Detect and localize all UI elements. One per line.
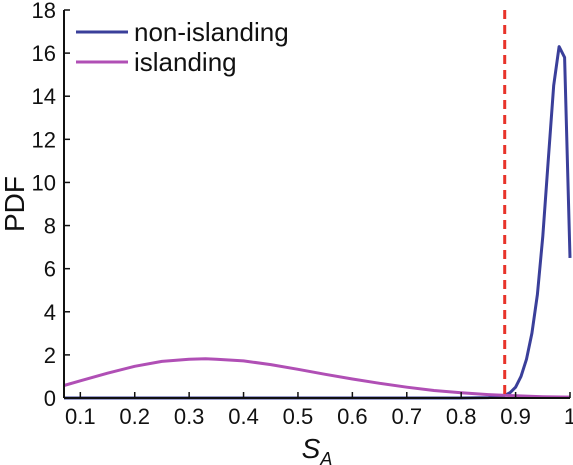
x-tick-label: 0.3 [174, 404, 205, 429]
y-tick-label: 4 [44, 300, 56, 325]
x-ticks: 0.1 0.2 0.3 0.4 0.5 0.6 0.7 0.8 0.9 1 [65, 392, 573, 429]
x-tick-label: 0.1 [65, 404, 96, 429]
y-tick-label: 0 [44, 386, 56, 411]
series-line-1 [63, 357, 571, 399]
legend-label-1: islanding [134, 47, 237, 77]
legend-label-0: non-islanding [134, 17, 289, 47]
x-tick-label: 0.6 [337, 404, 368, 429]
axes [63, 10, 570, 399]
y-tick-label: 16 [32, 41, 56, 66]
plot-area [64, 10, 570, 398]
y-ticks: 0 2 4 6 8 10 12 14 16 18 [32, 0, 70, 411]
y-tick-label: 18 [32, 0, 56, 23]
x-tick-label: 0.5 [283, 404, 314, 429]
x-axis-label-sub: A [319, 449, 332, 465]
x-tick-label: 0.7 [391, 404, 422, 429]
x-tick-label: 1 [564, 404, 573, 429]
x-axis-label: SA [302, 433, 333, 465]
x-axis-label-main: S [302, 433, 321, 464]
x-tick-label: 0.9 [500, 404, 531, 429]
x-tick-label: 0.8 [446, 404, 477, 429]
y-tick-label: 10 [32, 170, 56, 195]
y-axis-label: PDF [0, 176, 30, 232]
x-tick-label: 0.4 [228, 404, 259, 429]
y-tick-label: 12 [32, 127, 56, 152]
y-tick-label: 2 [44, 343, 56, 368]
x-tick-label: 0.2 [119, 404, 150, 429]
y-tick-label: 14 [32, 84, 56, 109]
y-tick-label: 8 [44, 214, 56, 239]
y-tick-label: 6 [44, 257, 56, 282]
